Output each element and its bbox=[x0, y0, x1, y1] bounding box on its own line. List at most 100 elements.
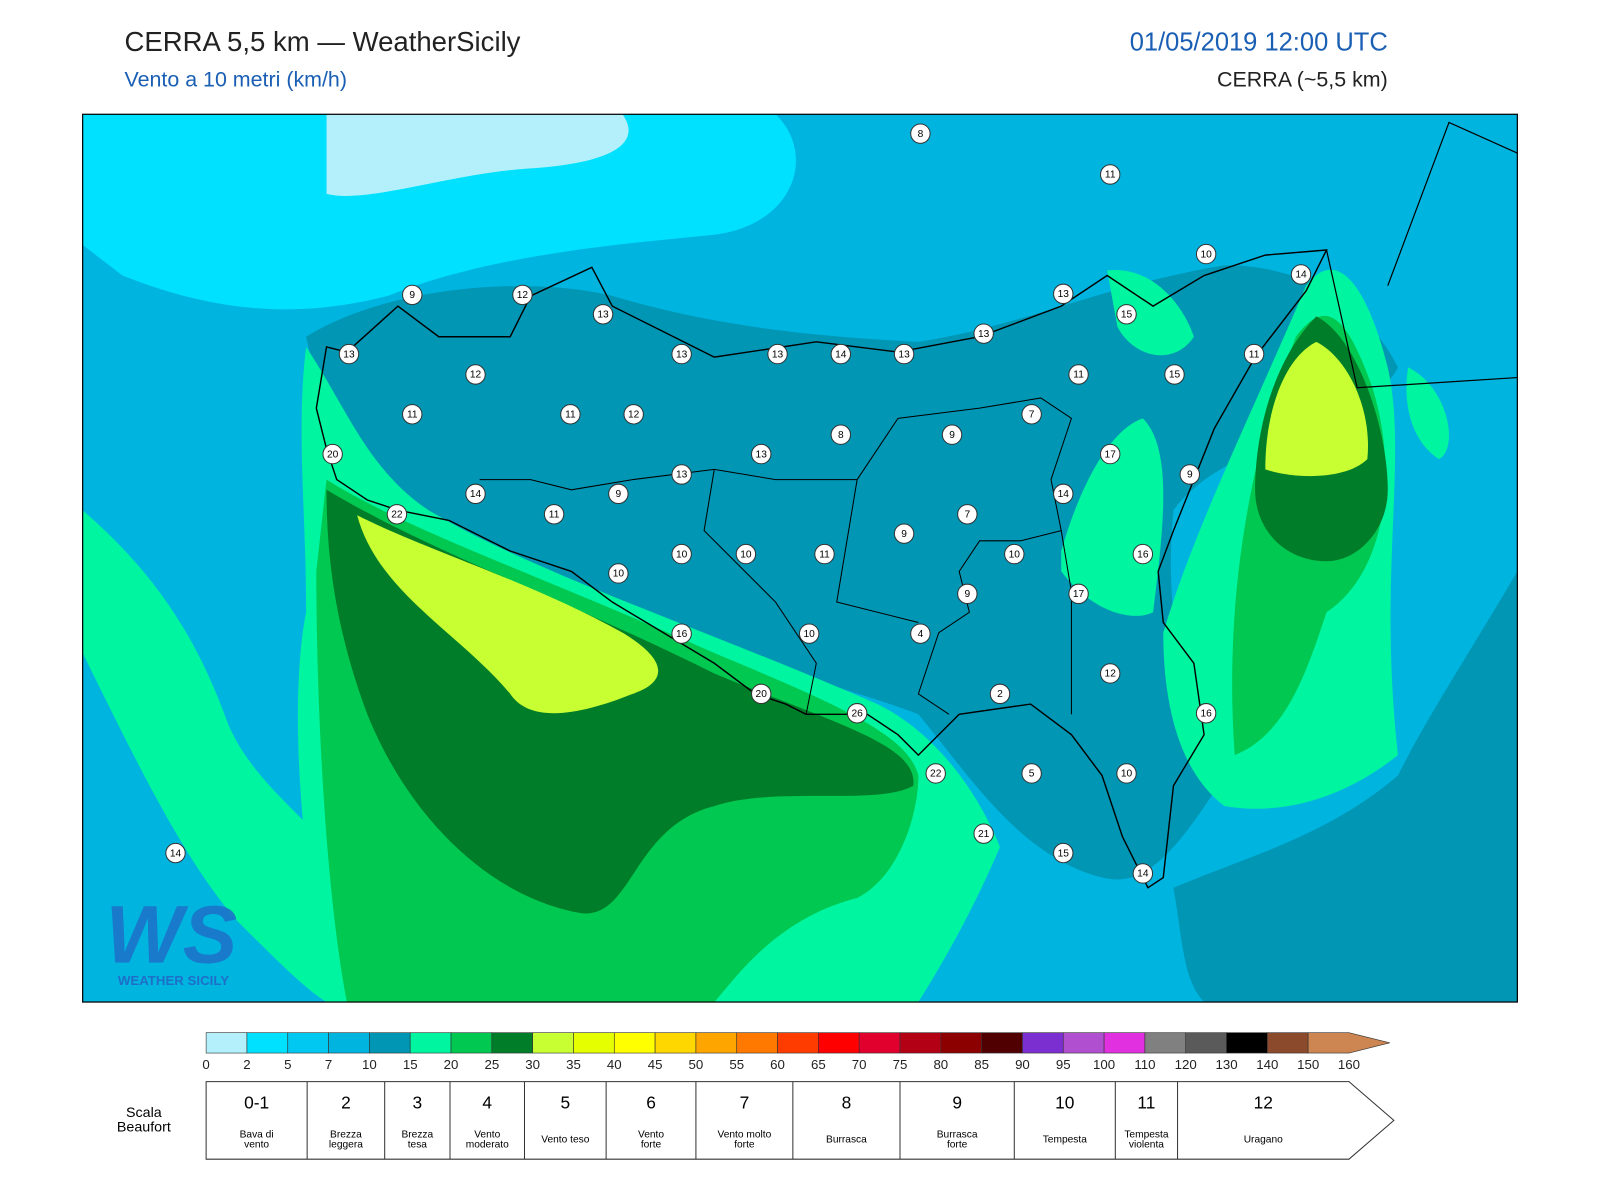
colorbar-segment bbox=[858, 1032, 901, 1054]
colorbar-tick-label: 50 bbox=[689, 1057, 704, 1072]
station-marker bbox=[1132, 543, 1154, 565]
map: 8 11 10 14 9 12 13 13 15 13 13 13 13 14 13 11 12 11 15 11 11… bbox=[82, 114, 1518, 1003]
colorbar: 0 2 5 7 10 15 20 25 30 35 40 45 50 55 60 65 70 75 80 85 90 95… bbox=[202, 1032, 1390, 1072]
station-marker bbox=[957, 504, 978, 525]
station-value: 9 bbox=[616, 489, 622, 500]
model-label: CERRA (~5,5 km) bbox=[1217, 67, 1388, 91]
station-marker bbox=[910, 623, 931, 644]
beaufort-description: Tempesta bbox=[1124, 1129, 1169, 1140]
beaufort-description: moderato bbox=[466, 1140, 509, 1151]
station-marker bbox=[608, 483, 629, 505]
colorbar-tick-label: 40 bbox=[607, 1057, 622, 1072]
colorbar-tick-label: 120 bbox=[1175, 1057, 1197, 1072]
beaufort-title: Beaufort bbox=[117, 1119, 171, 1135]
station-marker bbox=[671, 623, 692, 644]
beaufort-description: Vento molto bbox=[717, 1129, 771, 1140]
colorbar-segment bbox=[246, 1032, 289, 1054]
station-value: 14 bbox=[835, 349, 847, 360]
station-value: 10 bbox=[613, 569, 625, 580]
station-marker bbox=[893, 343, 915, 365]
station-value: 21 bbox=[978, 829, 990, 840]
beaufort-force: 7 bbox=[740, 1093, 750, 1113]
beaufort-force: 12 bbox=[1254, 1093, 1273, 1113]
colorbar-tick-label: 75 bbox=[893, 1057, 908, 1072]
station-value: 10 bbox=[1200, 249, 1212, 260]
station-value: 7 bbox=[1029, 409, 1035, 420]
station-value: 12 bbox=[517, 290, 529, 301]
beaufort-description: Vento teso bbox=[541, 1134, 589, 1145]
beaufort-description: forte bbox=[641, 1140, 662, 1151]
colorbar-tick-label: 100 bbox=[1093, 1057, 1115, 1072]
station-value: 16 bbox=[1137, 549, 1149, 560]
colorbar-segment bbox=[1103, 1032, 1146, 1054]
colorbar-segment bbox=[654, 1032, 697, 1054]
station-marker bbox=[751, 443, 772, 465]
station-value: 13 bbox=[343, 349, 355, 360]
station-marker bbox=[1100, 164, 1121, 185]
station-value: 10 bbox=[740, 549, 752, 560]
colorbar-segment bbox=[940, 1032, 982, 1054]
colorbar-tick-label: 15 bbox=[403, 1057, 418, 1072]
station-value: 8 bbox=[918, 129, 924, 140]
station-marker bbox=[165, 842, 186, 864]
map-frame bbox=[82, 113, 1518, 1003]
colorbar-segment bbox=[981, 1032, 1023, 1054]
beaufort-force: 11 bbox=[1137, 1093, 1155, 1113]
station-value: 13 bbox=[772, 349, 784, 360]
beaufort-force: 6 bbox=[646, 1093, 656, 1113]
station-value: 10 bbox=[1009, 549, 1021, 560]
colorbar-segment bbox=[450, 1032, 493, 1054]
station-value: 10 bbox=[676, 549, 688, 560]
datetime: 01/05/2019 12:00 UTC bbox=[1130, 29, 1388, 57]
station-value: 11 bbox=[819, 549, 830, 560]
station-value: 12 bbox=[628, 409, 640, 420]
station-marker bbox=[338, 343, 360, 365]
station-labels: 8 11 10 14 9 12 13 13 15 13 13 13 13 14 13 11 12 11 15 11 11… bbox=[165, 123, 1312, 884]
station-value: 16 bbox=[1200, 708, 1212, 719]
beaufort-force: 4 bbox=[482, 1093, 492, 1113]
station-value: 20 bbox=[756, 689, 768, 700]
colorbar-segment bbox=[777, 1032, 819, 1054]
station-marker bbox=[402, 404, 423, 425]
station-value: 13 bbox=[978, 329, 990, 340]
station-marker bbox=[989, 683, 1011, 705]
station-marker bbox=[1195, 243, 1217, 265]
beaufort-description: Vento bbox=[638, 1129, 664, 1140]
colorbar-segment bbox=[1144, 1032, 1187, 1054]
station-value: 12 bbox=[1105, 669, 1117, 680]
station-value: 13 bbox=[756, 449, 768, 460]
colorbar-tick-label: 45 bbox=[648, 1057, 663, 1072]
station-marker bbox=[925, 763, 946, 784]
station-marker bbox=[1100, 663, 1121, 684]
station-marker bbox=[322, 443, 343, 465]
colorbar-segment bbox=[573, 1032, 615, 1054]
colorbar-tick-label: 140 bbox=[1256, 1057, 1278, 1072]
station-marker bbox=[623, 404, 644, 425]
station-marker bbox=[846, 703, 868, 724]
station-marker bbox=[973, 323, 994, 344]
logo-mark: WS bbox=[106, 889, 238, 980]
station-marker bbox=[893, 523, 915, 544]
colorbar-tick-label: 55 bbox=[729, 1057, 744, 1072]
station-value: 14 bbox=[470, 489, 482, 500]
station-marker bbox=[1068, 583, 1089, 605]
station-marker bbox=[1068, 364, 1089, 385]
colorbar-segment bbox=[1185, 1032, 1227, 1054]
station-value: 5 bbox=[1029, 769, 1035, 780]
beaufort-force: 8 bbox=[842, 1093, 852, 1113]
colorbar-segment bbox=[1307, 1032, 1390, 1054]
station-value: 13 bbox=[676, 470, 688, 481]
station-value: 9 bbox=[965, 589, 971, 600]
station-value: 16 bbox=[676, 629, 688, 640]
colorbar-segment bbox=[205, 1032, 248, 1054]
colorbar-segment bbox=[1267, 1032, 1309, 1054]
beaufort-description: Uragano bbox=[1244, 1134, 1283, 1145]
station-value: 13 bbox=[597, 309, 609, 320]
station-value: 17 bbox=[1073, 589, 1085, 600]
colorbar-segment bbox=[695, 1032, 738, 1054]
station-value: 8 bbox=[838, 430, 844, 441]
colorbar-tick-label: 85 bbox=[974, 1057, 989, 1072]
colorbar-tick-label: 70 bbox=[852, 1057, 867, 1072]
colorbar-segment bbox=[491, 1032, 533, 1054]
station-value: 14 bbox=[1137, 869, 1149, 880]
